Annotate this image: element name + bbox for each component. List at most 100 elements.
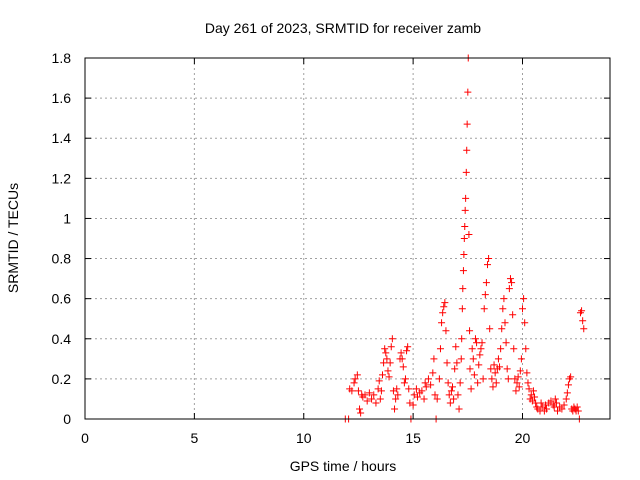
y-axis-label: SRMTID / TECUs bbox=[5, 183, 21, 293]
data-point bbox=[398, 355, 406, 363]
data-point bbox=[450, 395, 458, 403]
data-point bbox=[452, 343, 460, 351]
data-point bbox=[469, 355, 477, 363]
data-point bbox=[517, 355, 525, 363]
y-tick-label: 0 bbox=[63, 411, 71, 427]
data-point bbox=[414, 393, 421, 401]
data-point bbox=[479, 375, 487, 383]
data-point bbox=[501, 319, 509, 327]
y-tick-label: 1.4 bbox=[52, 130, 72, 146]
data-point bbox=[397, 349, 405, 357]
data-point bbox=[567, 373, 575, 381]
data-point bbox=[348, 387, 356, 395]
data-point bbox=[382, 349, 390, 357]
data-point bbox=[393, 385, 401, 393]
data-point bbox=[436, 345, 444, 353]
data-point bbox=[498, 325, 506, 333]
data-point bbox=[482, 279, 490, 287]
data-point bbox=[356, 405, 364, 413]
data-point bbox=[504, 375, 512, 383]
data-point bbox=[468, 345, 476, 353]
data-point bbox=[525, 385, 533, 393]
plot-frame bbox=[84, 57, 611, 420]
data-point bbox=[429, 369, 437, 377]
data-point bbox=[420, 395, 428, 403]
data-point bbox=[399, 363, 407, 371]
data-point bbox=[442, 327, 450, 335]
data-point bbox=[376, 395, 384, 403]
data-point bbox=[510, 345, 518, 353]
data-point bbox=[466, 327, 474, 335]
data-point bbox=[457, 355, 465, 363]
data-point bbox=[421, 379, 429, 387]
data-point bbox=[573, 403, 581, 411]
data-point bbox=[445, 391, 453, 399]
data-point bbox=[485, 255, 493, 263]
data-point bbox=[375, 377, 383, 385]
data-point bbox=[353, 371, 361, 379]
data-point bbox=[350, 379, 358, 387]
data-point bbox=[424, 375, 432, 383]
data-point bbox=[404, 343, 412, 351]
data-point bbox=[499, 305, 507, 313]
data-point bbox=[500, 295, 508, 303]
data-point bbox=[488, 375, 496, 383]
data-point bbox=[480, 305, 488, 313]
data-point bbox=[531, 393, 539, 401]
data-point bbox=[439, 309, 447, 317]
data-point bbox=[462, 194, 470, 202]
axis-ticks: 0 0.2 0.4 0.6 0.8 1 1.2 1.4 1.6 1.8 0 5 10 15 20 bbox=[52, 50, 610, 446]
data-point bbox=[462, 168, 470, 176]
data-point bbox=[383, 355, 391, 363]
data-point bbox=[412, 385, 420, 393]
data-point bbox=[509, 311, 517, 319]
data-point bbox=[463, 120, 471, 128]
data-point bbox=[403, 347, 411, 355]
data-point bbox=[560, 401, 568, 409]
data-point bbox=[453, 359, 461, 367]
data-point bbox=[435, 375, 443, 383]
data-point bbox=[363, 397, 371, 405]
data-point bbox=[477, 345, 485, 353]
y-tick-label: 1.8 bbox=[52, 50, 72, 66]
x-tick-label: 10 bbox=[296, 430, 312, 446]
data-point bbox=[438, 319, 446, 327]
data-point bbox=[512, 387, 520, 395]
data-point bbox=[552, 399, 560, 407]
data-point bbox=[422, 383, 430, 391]
data-point bbox=[409, 401, 417, 409]
x-axis-label: GPS time / hours bbox=[290, 458, 397, 474]
data-point bbox=[379, 371, 386, 379]
data-point bbox=[401, 375, 409, 383]
data-point bbox=[361, 391, 369, 399]
grid bbox=[85, 58, 610, 419]
data-point bbox=[547, 397, 555, 405]
data-point bbox=[474, 379, 482, 387]
data-point bbox=[394, 391, 402, 399]
data-point bbox=[502, 339, 510, 347]
data-point bbox=[524, 379, 532, 387]
data-points bbox=[341, 54, 588, 423]
data-point bbox=[458, 335, 466, 343]
y-tick-label: 1.2 bbox=[52, 170, 72, 186]
data-point bbox=[446, 399, 454, 407]
data-point bbox=[455, 405, 463, 413]
data-point bbox=[579, 317, 587, 325]
data-point bbox=[444, 379, 452, 387]
data-point bbox=[365, 389, 373, 397]
data-point bbox=[433, 395, 441, 403]
data-point bbox=[418, 387, 426, 395]
data-point bbox=[466, 365, 474, 373]
data-point bbox=[357, 409, 365, 417]
data-point bbox=[431, 391, 439, 399]
data-point bbox=[471, 335, 479, 343]
x-tick-label: 0 bbox=[81, 430, 89, 446]
data-point bbox=[496, 363, 504, 371]
data-point bbox=[489, 383, 497, 391]
x-tick-label: 15 bbox=[405, 430, 421, 446]
data-point bbox=[505, 285, 513, 293]
data-point bbox=[574, 407, 582, 415]
x-tick-label: 5 bbox=[190, 430, 198, 446]
data-point bbox=[508, 279, 516, 287]
